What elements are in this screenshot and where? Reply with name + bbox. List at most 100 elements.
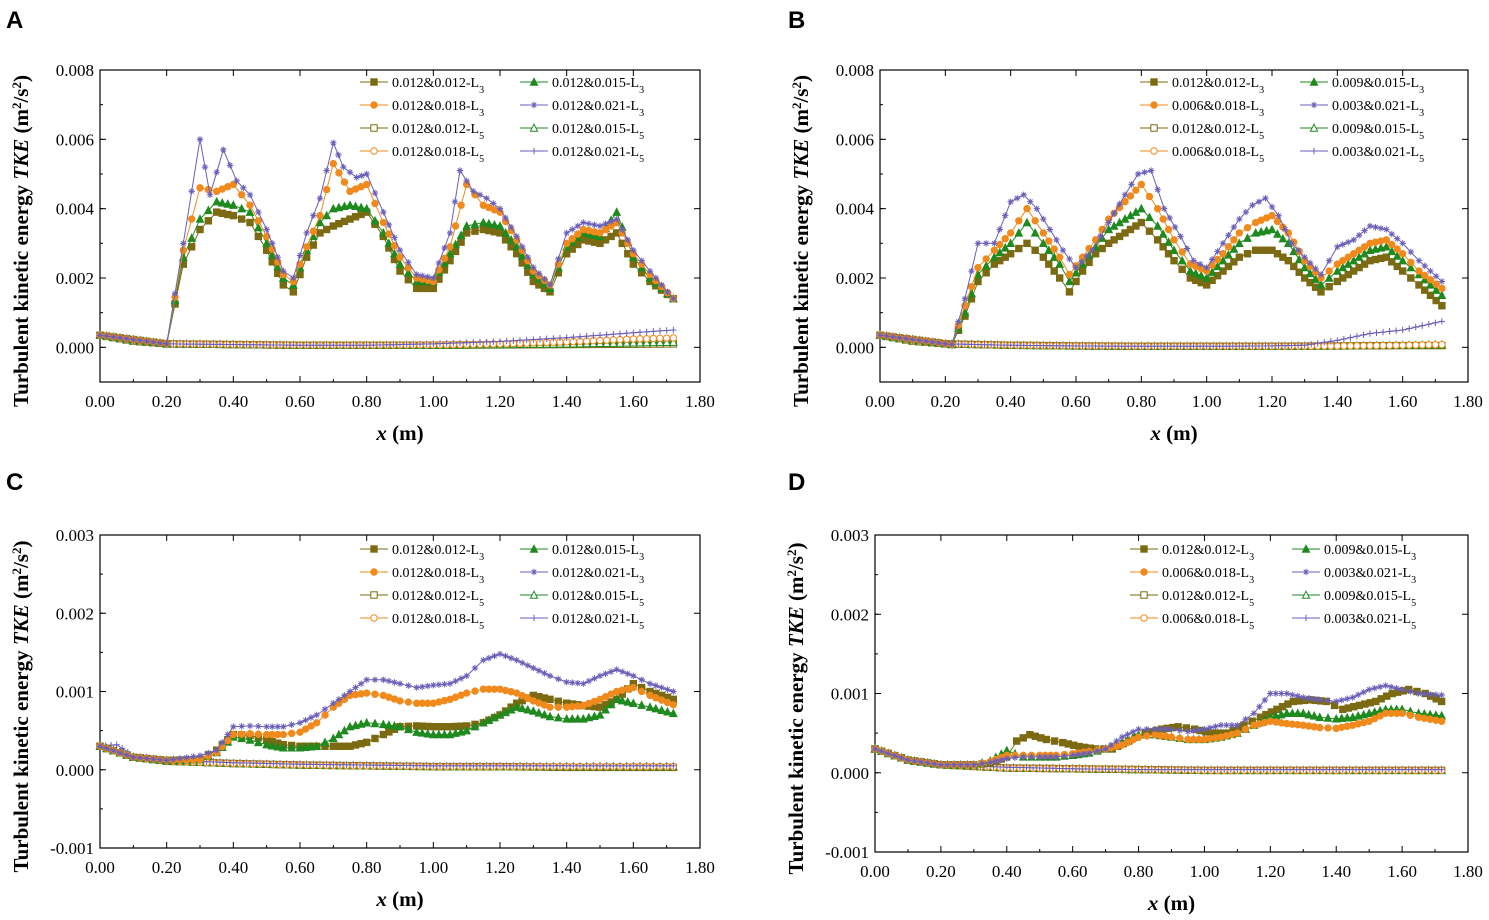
legend-entry: 0.012&0.021-L5: [520, 612, 644, 632]
data-point: [1155, 766, 1162, 773]
data-point: [1135, 766, 1142, 773]
x-tick-label: 0.20: [930, 392, 960, 411]
data-point: [1340, 335, 1348, 343]
data-point: [1043, 764, 1050, 772]
data-point: [310, 761, 317, 768]
legend-label: 0.012&0.012-L5: [392, 589, 484, 609]
legend-entry: 0.012&0.021-L3: [520, 99, 644, 119]
data-point: [496, 338, 504, 345]
data-point: [313, 711, 320, 719]
data-point: [616, 330, 624, 337]
legend-marker: [530, 614, 538, 622]
data-point: [669, 701, 678, 709]
data-point: [1415, 257, 1423, 264]
data-point: [1007, 342, 1014, 349]
data-point: [517, 703, 527, 713]
data-point: [396, 762, 404, 769]
data-point: [1159, 243, 1167, 251]
data-point: [1432, 280, 1440, 288]
data-point: [240, 184, 247, 192]
legend-label-sub: 5: [639, 154, 644, 165]
data-point: [987, 341, 995, 349]
data-point: [1042, 735, 1051, 744]
data-point: [1082, 765, 1090, 773]
data-point: [263, 341, 270, 349]
data-point: [1229, 342, 1236, 350]
data-point: [523, 336, 530, 344]
data-point: [1273, 766, 1281, 773]
data-point: [321, 711, 329, 719]
data-point: [974, 240, 982, 247]
x-axis-title-var: x: [375, 887, 387, 911]
data-point: [1055, 274, 1064, 282]
y-axis-title-unit: (m: [784, 576, 808, 606]
data-point: [1325, 257, 1333, 264]
data-point: [210, 758, 217, 766]
data-point: [1091, 250, 1100, 258]
data-point: [982, 240, 990, 247]
data-point: [1135, 725, 1142, 733]
data-point: [1078, 259, 1087, 268]
legend-label-text: 0.012&0.015-L: [552, 76, 639, 91]
data-point: [1260, 766, 1267, 773]
data-point: [1372, 766, 1379, 773]
data-point: [1161, 205, 1168, 212]
data-point: [295, 742, 305, 752]
data-point: [1092, 342, 1099, 350]
data-point: [1306, 766, 1314, 773]
data-point: [1407, 274, 1415, 282]
data-point: [530, 336, 537, 343]
data-point: [1014, 228, 1024, 237]
legend-label-text: 0.012&0.015-L: [552, 589, 639, 604]
data-point: [357, 680, 365, 687]
legend-label: 0.012&0.012-L3: [392, 76, 484, 96]
data-point: [130, 754, 137, 761]
data-point: [322, 225, 331, 234]
data-point: [889, 333, 897, 341]
y-tick-label: -0.001: [825, 843, 869, 862]
data-point: [1000, 341, 1008, 349]
series-0.012&0.021-L3: [96, 650, 677, 764]
data-point: [278, 742, 288, 752]
data-point: [363, 342, 370, 349]
data-point: [384, 238, 394, 248]
data-point: [1437, 717, 1446, 725]
data-point: [1300, 766, 1307, 773]
data-point: [1219, 250, 1227, 258]
legend-label-text: 0.012&0.015-L: [552, 543, 639, 558]
data-point: [223, 341, 230, 348]
data-point: [1387, 246, 1397, 256]
data-point: [1071, 267, 1081, 277]
data-point: [524, 254, 531, 261]
data-point: [610, 331, 617, 338]
data-point: [485, 654, 493, 662]
data-point: [335, 169, 343, 177]
data-point: [457, 238, 465, 246]
data-point: [1268, 342, 1276, 350]
data-point: [1236, 215, 1243, 223]
data-point: [658, 281, 665, 289]
data-point: [262, 739, 272, 749]
data-point: [110, 747, 117, 754]
x-tick-label: 1.20: [485, 392, 515, 411]
data-point: [416, 762, 424, 769]
data-point: [1398, 686, 1406, 693]
data-point: [541, 275, 548, 283]
data-point: [301, 725, 310, 733]
data-point: [1145, 227, 1154, 235]
y-tick-label: -0.001: [50, 839, 94, 858]
data-point: [103, 332, 110, 340]
data-point: [1190, 257, 1197, 264]
data-point: [964, 761, 971, 769]
data-point: [243, 759, 250, 767]
data-point: [530, 664, 537, 672]
data-point: [290, 760, 297, 768]
data-point: [974, 263, 982, 272]
data-point: [1249, 342, 1256, 350]
data-point: [1161, 766, 1169, 773]
x-axis-title: x (m): [375, 421, 423, 445]
legend-label-sub: 3: [479, 575, 484, 586]
data-point: [1394, 235, 1401, 242]
x-tick-label: 1.80: [685, 858, 715, 877]
legend-label-text: 0.006&0.018-L: [1172, 99, 1259, 114]
